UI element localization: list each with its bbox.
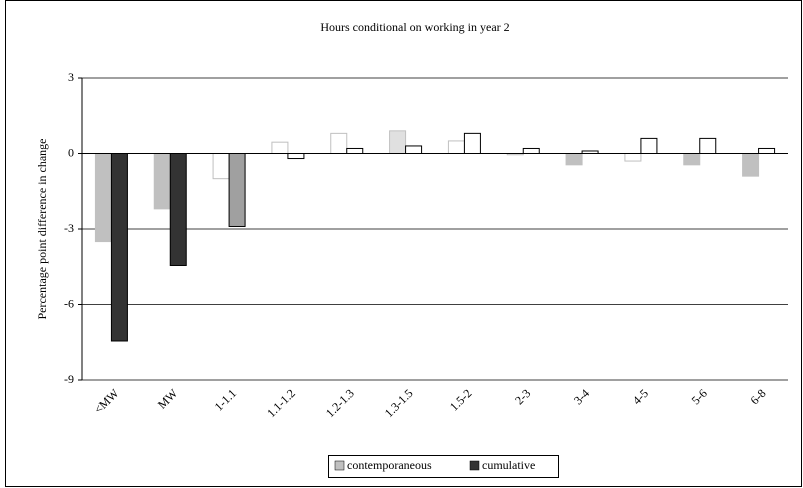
x-tick-label: 1-1.1 — [212, 386, 240, 414]
y-tick-label: 0 — [68, 145, 74, 159]
y-tick-label: -9 — [64, 372, 74, 386]
bar — [346, 147, 364, 154]
legend-swatch — [334, 460, 345, 471]
bar — [405, 145, 423, 154]
bar — [389, 130, 407, 155]
y-tick-label: -3 — [64, 221, 74, 235]
legend: contemporaneous cumulative — [328, 455, 559, 478]
x-tick-label: 1.2-1.3 — [323, 386, 357, 420]
x-tick-label: 3-4 — [571, 386, 592, 407]
bar — [110, 153, 128, 342]
bar — [522, 147, 540, 154]
bar — [463, 132, 481, 155]
bar — [758, 147, 776, 154]
bar — [742, 153, 760, 177]
x-tick-label: 1.3-1.5 — [382, 386, 416, 420]
chart-frame — [5, 0, 802, 487]
bar — [447, 140, 465, 155]
y-axis-label: Percentage point difference in change — [35, 138, 49, 319]
x-tick-label: 5-6 — [689, 386, 710, 407]
legend-label: cumulative — [482, 458, 535, 472]
x-tick-label: 2-3 — [512, 386, 533, 407]
bar — [330, 132, 348, 155]
y-tick-label: 3 — [68, 70, 74, 84]
bar — [683, 153, 701, 166]
bar — [94, 153, 112, 243]
x-tick-label: <MW — [91, 386, 122, 417]
y-tick-label: -6 — [64, 296, 74, 310]
bar — [287, 153, 305, 160]
legend-swatch — [469, 460, 480, 471]
bar — [640, 137, 658, 154]
x-tick-label: 4-5 — [630, 386, 651, 407]
x-tick-label: 1.5-2 — [447, 386, 475, 414]
bar — [271, 141, 289, 155]
x-tick-label: MW — [155, 386, 181, 412]
bar — [565, 153, 583, 166]
legend-label: contemporaneous — [347, 458, 432, 472]
bar — [624, 153, 642, 162]
bar — [228, 153, 246, 227]
x-tick-label: 1.1-1.2 — [264, 386, 298, 420]
chart-title: Hours conditional on working in year 2 — [320, 20, 509, 34]
legend-box — [328, 455, 559, 478]
bar — [699, 137, 717, 154]
bar — [169, 153, 187, 266]
x-tick-label: 6-8 — [747, 386, 768, 407]
bar — [153, 153, 171, 210]
bar — [212, 153, 230, 180]
